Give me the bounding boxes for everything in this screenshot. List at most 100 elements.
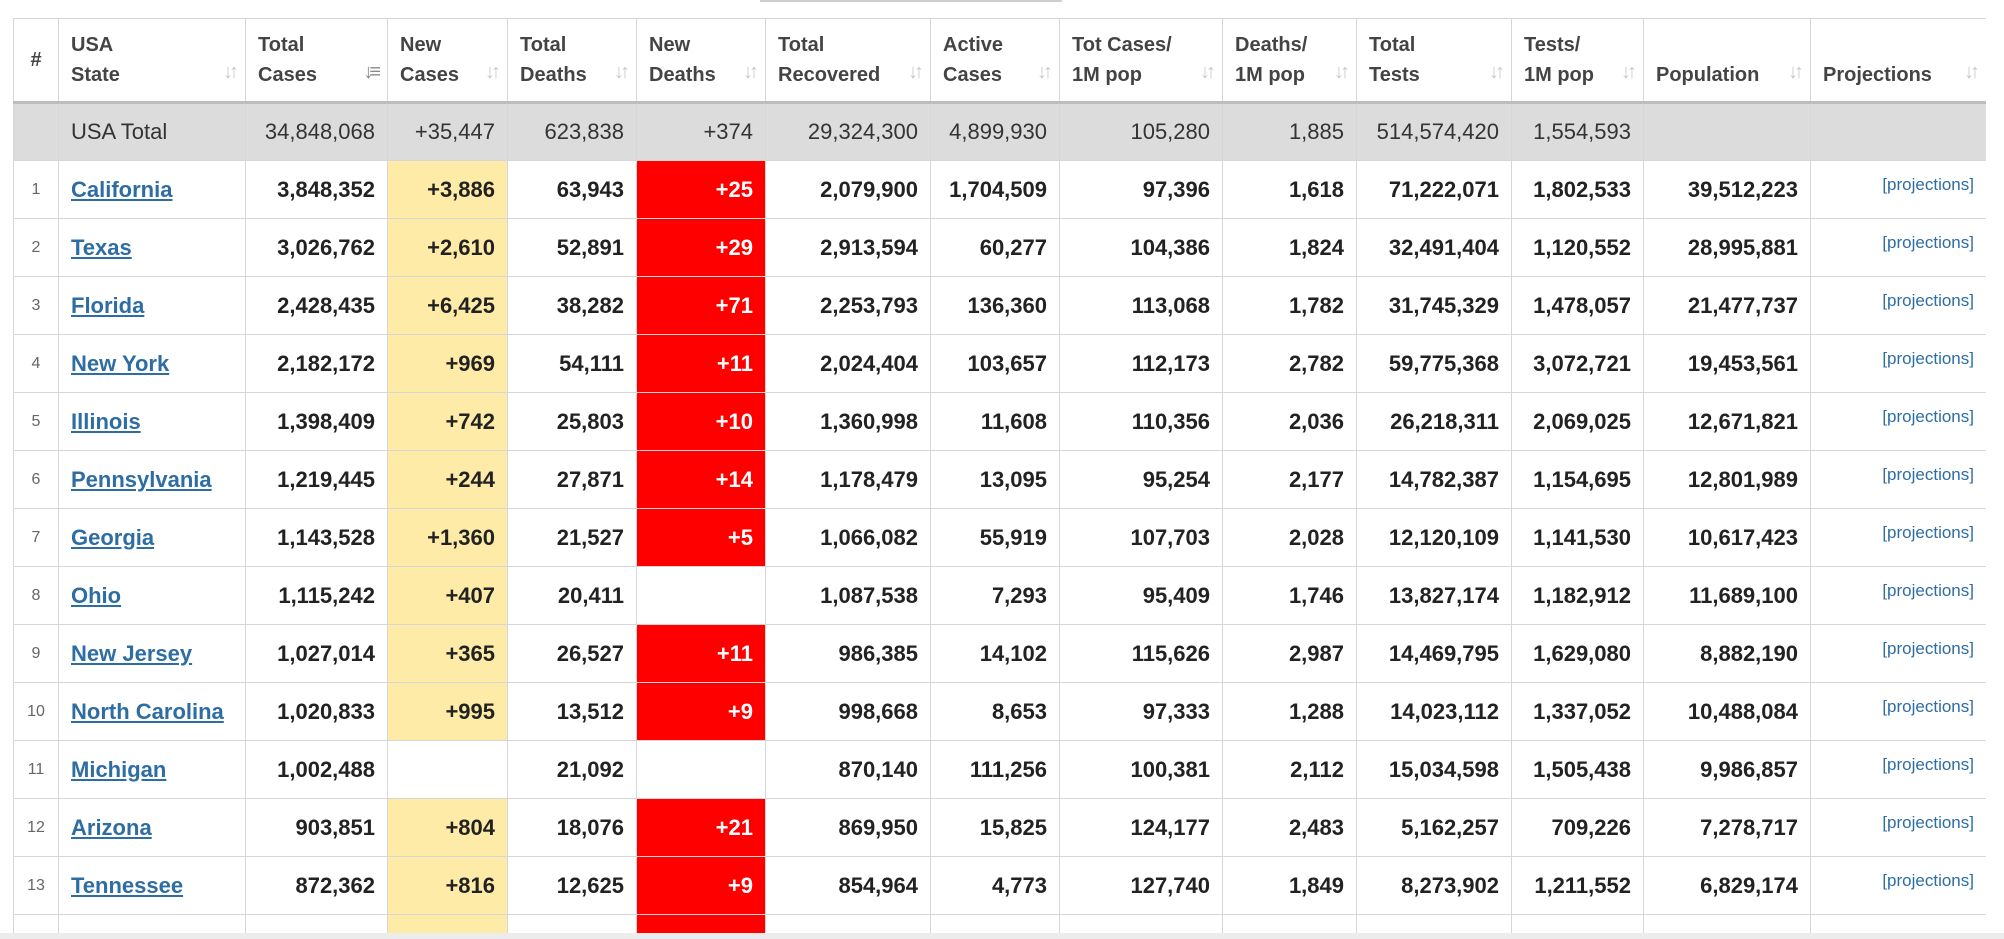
index-cell: 7 (13, 508, 59, 567)
total-tests-cell: 12,120,109 (1356, 508, 1512, 567)
state-link[interactable]: Ohio (71, 582, 122, 608)
index-cell: 13 (13, 856, 59, 915)
tot-cases-per-1m-cell: 107,703 (1059, 508, 1223, 567)
projections-link[interactable]: [projections] (1882, 407, 1974, 426)
col-header-total-recovered-line2: Recovered (778, 64, 881, 86)
col-header-total-cases-line2: Cases (258, 64, 317, 86)
sort-arrows-icon[interactable]: ↓↑ (1489, 61, 1505, 83)
state-link[interactable]: Arizona (71, 814, 152, 840)
population-cell: 6,829,174 (1643, 856, 1811, 915)
state-link[interactable]: Michigan (71, 756, 167, 782)
projections-cell: [projections] (1810, 856, 1986, 915)
table-row: 7 Georgia 1,143,528 +1,360 21,527 +5 1,066,082… (13, 508, 1986, 567)
col-header-state[interactable]: USA State ↓↑ (58, 18, 246, 104)
col-header-population[interactable]: Population ↓↑ (1643, 18, 1811, 104)
population-cell: 28,995,881 (1643, 218, 1811, 277)
tests-per-1m-cell: 2,069,025 (1511, 392, 1644, 451)
projections-link[interactable]: [projections] (1882, 465, 1974, 484)
col-header-total-deaths-line1: Total (520, 34, 567, 56)
tot-cases-per-1m-cell: 112,173 (1059, 334, 1223, 393)
col-header-total-cases[interactable]: Total Cases ↓≡ (245, 18, 388, 104)
sort-descending-icon[interactable]: ↓≡ (363, 61, 381, 83)
sort-arrows-icon[interactable]: ↓↑ (614, 61, 630, 83)
state-link[interactable]: New York (71, 350, 170, 376)
sort-arrows-icon[interactable]: ↓↑ (1788, 61, 1804, 83)
col-header-projections[interactable]: Projections ↓↑ (1810, 18, 1986, 104)
projections-link[interactable]: [projections] (1882, 871, 1974, 890)
projections-link[interactable]: [projections] (1882, 581, 1974, 600)
state-link[interactable]: New Jersey (71, 640, 193, 666)
sort-arrows-icon[interactable]: ↓↑ (1037, 61, 1053, 83)
tests-per-1m-cell: 1,802,533 (1511, 160, 1644, 219)
sort-arrows-icon[interactable]: ↓↑ (743, 61, 759, 83)
state-name-cell: New Jersey (58, 624, 246, 683)
table-row: 1 California 3,848,352 +3,886 63,943 +25 2,079… (13, 160, 1986, 219)
col-header-new-deaths[interactable]: New Deaths ↓↑ (636, 18, 766, 104)
deaths-per-1m-cell: 2,112 (1222, 740, 1357, 799)
state-link[interactable]: Georgia (71, 524, 155, 550)
projections-link[interactable]: [projections] (1882, 813, 1974, 832)
projections-link[interactable]: [projections] (1882, 639, 1974, 658)
col-header-tests-per-1m[interactable]: Tests/1M pop ↓↑ (1511, 18, 1644, 104)
col-header-state-line2: State (71, 64, 120, 86)
new-cases-cell: +1,360 (387, 508, 508, 567)
tests-per-1m-cell: 1,141,530 (1511, 508, 1644, 567)
total-tests-cell: 32,491,404 (1356, 218, 1512, 277)
new-deaths-cell (636, 566, 766, 625)
sort-arrows-icon[interactable]: ↓↑ (1200, 61, 1216, 83)
sort-arrows-icon[interactable]: ↓↑ (485, 61, 501, 83)
tot-cases-per-1m-cell: 100,381 (1059, 740, 1223, 799)
col-header-total-deaths[interactable]: Total Deaths ↓↑ (507, 18, 637, 104)
state-name-cell: Tennessee (58, 856, 246, 915)
state-name-cell: Illinois (58, 392, 246, 451)
state-name-cell: Pennsylvania (58, 450, 246, 509)
col-header-total-tests-line1: Total (1369, 34, 1416, 56)
tot-cases-per-1m-cell: 124,177 (1059, 798, 1223, 857)
projections-cell: [projections] (1810, 798, 1986, 857)
new-cases-cell: +995 (387, 682, 508, 741)
state-link[interactable]: California (71, 176, 173, 202)
table-row: 10 North Carolina 1,020,833 +995 13,512 +9 998… (13, 682, 1986, 741)
population-cell: 9,986,857 (1643, 740, 1811, 799)
sort-arrows-icon[interactable]: ↓↑ (1334, 61, 1350, 83)
total-name-cell: USA Total (58, 102, 246, 161)
col-header-active-cases[interactable]: Active Cases ↓↑ (930, 18, 1060, 104)
projections-link[interactable]: [projections] (1882, 233, 1974, 252)
projections-link[interactable]: [projections] (1882, 291, 1974, 310)
state-name-cell: California (58, 160, 246, 219)
projections-link[interactable]: [projections] (1882, 523, 1974, 542)
deaths-per-1m-cell: 2,028 (1222, 508, 1357, 567)
col-header-tot-cases-per-1m[interactable]: Tot Cases/1M pop ↓↑ (1059, 18, 1223, 104)
col-header-projections-label: Projections (1823, 64, 1932, 86)
new-deaths-cell: +29 (636, 218, 766, 277)
population-cell: 10,617,423 (1643, 508, 1811, 567)
projections-link[interactable]: [projections] (1882, 755, 1974, 774)
state-link[interactable]: Florida (71, 292, 145, 318)
col-header-deaths-per-1m[interactable]: Deaths/1M pop ↓↑ (1222, 18, 1357, 104)
col-header-state-line1: USA (71, 34, 114, 56)
state-link[interactable]: Pennsylvania (71, 466, 212, 492)
total-total-deaths-cell: 623,838 (507, 102, 637, 161)
tests-per-1m-cell: 1,120,552 (1511, 218, 1644, 277)
state-link[interactable]: Tennessee (71, 872, 184, 898)
total-recovered-cell: 1,087,538 (765, 566, 931, 625)
state-name-cell: Texas (58, 218, 246, 277)
bottom-edge (0, 933, 2004, 939)
state-link[interactable]: Texas (71, 234, 132, 260)
projections-link[interactable]: [projections] (1882, 697, 1974, 716)
sort-arrows-icon[interactable]: ↓↑ (1621, 61, 1637, 83)
sort-arrows-icon[interactable]: ↓↑ (223, 61, 239, 83)
state-link[interactable]: North Carolina (71, 698, 224, 724)
col-header-total-recovered[interactable]: Total Recovered ↓↑ (765, 18, 931, 104)
projections-link[interactable]: [projections] (1882, 175, 1974, 194)
total-recovered-cell: 2,024,404 (765, 334, 931, 393)
projections-link[interactable]: [projections] (1882, 349, 1974, 368)
sort-arrows-icon[interactable]: ↓↑ (908, 61, 924, 83)
total-tests-cell: 71,222,071 (1356, 160, 1512, 219)
state-link[interactable]: Illinois (71, 408, 141, 434)
col-header-total-tests[interactable]: Total Tests ↓↑ (1356, 18, 1512, 104)
sort-arrows-icon[interactable]: ↓↑ (1964, 61, 1980, 83)
active-cases-cell: 136,360 (930, 276, 1060, 335)
col-header-new-cases[interactable]: New Cases ↓↑ (387, 18, 508, 104)
active-cases-cell: 7,293 (930, 566, 1060, 625)
